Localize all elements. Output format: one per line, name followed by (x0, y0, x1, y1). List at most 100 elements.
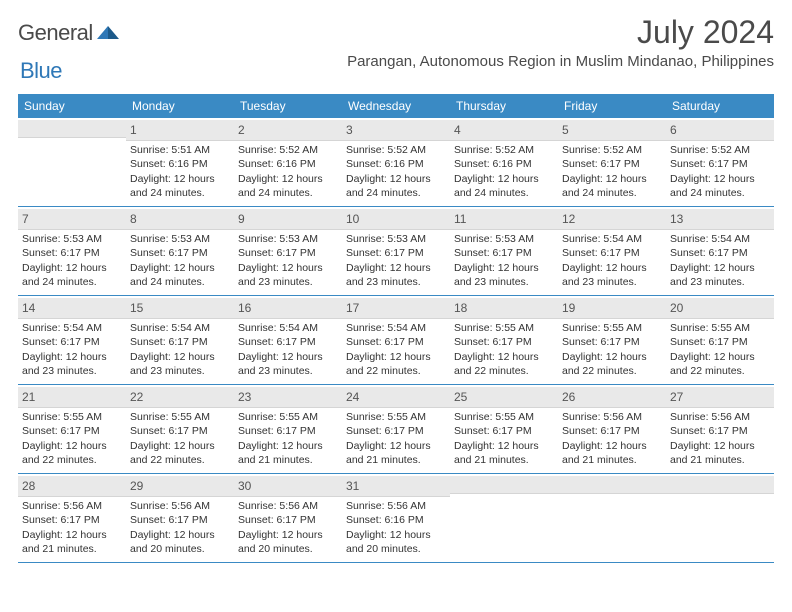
cell-info-line: Sunset: 6:17 PM (130, 246, 230, 260)
calendar: SundayMondayTuesdayWednesdayThursdayFrid… (18, 94, 774, 563)
cell-info-line: Daylight: 12 hours and 22 minutes. (670, 350, 770, 378)
cell-info-line: Sunrise: 5:54 AM (238, 321, 338, 335)
calendar-cell: 5Sunrise: 5:52 AMSunset: 6:17 PMDaylight… (558, 118, 666, 206)
logo-triangle-icon (97, 23, 119, 44)
day-number: 12 (558, 209, 666, 230)
cell-info-line: Sunrise: 5:52 AM (670, 143, 770, 157)
cell-info-line: Sunset: 6:17 PM (454, 246, 554, 260)
day-number: 11 (450, 209, 558, 230)
cell-info-line: Sunrise: 5:56 AM (22, 499, 122, 513)
cell-info-line: Sunrise: 5:56 AM (562, 410, 662, 424)
calendar-cell: 24Sunrise: 5:55 AMSunset: 6:17 PMDayligh… (342, 385, 450, 473)
day-number: 7 (18, 209, 126, 230)
cell-info-line: Sunset: 6:17 PM (562, 424, 662, 438)
cell-info-line: Daylight: 12 hours and 24 minutes. (346, 172, 446, 200)
cell-info-line: Sunset: 6:17 PM (238, 513, 338, 527)
cell-info-line: Sunset: 6:17 PM (22, 424, 122, 438)
day-number: 18 (450, 298, 558, 319)
day-number: 16 (234, 298, 342, 319)
cell-info-line: Sunset: 6:16 PM (454, 157, 554, 171)
calendar-cell (666, 474, 774, 562)
cell-info-line: Sunset: 6:17 PM (670, 157, 770, 171)
cell-info-line: Sunrise: 5:52 AM (346, 143, 446, 157)
cell-info-line: Daylight: 12 hours and 23 minutes. (562, 261, 662, 289)
day-header: Thursday (450, 94, 558, 118)
calendar-cell: 12 Sunrise: 5:54 AMSunset: 6:17 PMDayligh… (558, 207, 666, 295)
calendar-cell: 1Sunrise: 5:51 AMSunset: 6:16 PMDaylight… (126, 118, 234, 206)
cell-info-line: Sunset: 6:16 PM (346, 513, 446, 527)
cell-info-line: Sunrise: 5:55 AM (670, 321, 770, 335)
day-number: 27 (666, 387, 774, 408)
calendar-cell: 27Sunrise: 5:56 AMSunset: 6:17 PMDayligh… (666, 385, 774, 473)
cell-info-line: Sunrise: 5:53 AM (22, 232, 122, 246)
day-number: 23 (234, 387, 342, 408)
calendar-cell: 6Sunrise: 5:52 AMSunset: 6:17 PMDaylight… (666, 118, 774, 206)
logo-text-1: General (18, 20, 93, 46)
day-number: 2 (234, 120, 342, 141)
cell-info-line: Sunset: 6:16 PM (238, 157, 338, 171)
cell-info-line: Sunset: 6:17 PM (130, 513, 230, 527)
cell-info-line: Sunset: 6:17 PM (562, 246, 662, 260)
calendar-cell: 3Sunrise: 5:52 AMSunset: 6:16 PMDaylight… (342, 118, 450, 206)
calendar-cell: 14Sunrise: 5:54 AMSunset: 6:17 PMDayligh… (18, 296, 126, 384)
day-header: Friday (558, 94, 666, 118)
calendar-cell (558, 474, 666, 562)
weeks-container: 1Sunrise: 5:51 AMSunset: 6:16 PMDaylight… (18, 118, 774, 563)
cell-info-line: Sunset: 6:17 PM (238, 246, 338, 260)
cell-info-line: Daylight: 12 hours and 24 minutes. (130, 172, 230, 200)
cell-info-line: Daylight: 12 hours and 22 minutes. (454, 350, 554, 378)
cell-info-line: Sunset: 6:17 PM (130, 424, 230, 438)
cell-info-line: Sunset: 6:17 PM (238, 335, 338, 349)
logo-text-2: Blue (20, 58, 62, 84)
cell-info-line: Sunrise: 5:56 AM (346, 499, 446, 513)
cell-info-line: Sunrise: 5:55 AM (454, 321, 554, 335)
calendar-cell: 30Sunrise: 5:56 AMSunset: 6:17 PMDayligh… (234, 474, 342, 562)
week-row: 21Sunrise: 5:55 AMSunset: 6:17 PMDayligh… (18, 385, 774, 474)
calendar-cell: 4Sunrise: 5:52 AMSunset: 6:16 PMDaylight… (450, 118, 558, 206)
day-number: 4 (450, 120, 558, 141)
cell-info-line: Sunrise: 5:53 AM (238, 232, 338, 246)
cell-info-line: Sunrise: 5:53 AM (130, 232, 230, 246)
calendar-cell: 22Sunrise: 5:55 AMSunset: 6:17 PMDayligh… (126, 385, 234, 473)
day-header: Wednesday (342, 94, 450, 118)
cell-info-line: Sunset: 6:17 PM (130, 335, 230, 349)
calendar-cell (18, 118, 126, 206)
cell-info-line: Daylight: 12 hours and 24 minutes. (130, 261, 230, 289)
cell-info-line: Daylight: 12 hours and 23 minutes. (238, 350, 338, 378)
day-number: 25 (450, 387, 558, 408)
cell-info-line: Sunrise: 5:55 AM (22, 410, 122, 424)
cell-info-line: Sunset: 6:17 PM (670, 424, 770, 438)
calendar-cell (450, 474, 558, 562)
cell-info-line: Sunrise: 5:56 AM (670, 410, 770, 424)
cell-info-line: Sunrise: 5:56 AM (130, 499, 230, 513)
day-header: Tuesday (234, 94, 342, 118)
cell-info-line: Sunrise: 5:54 AM (346, 321, 446, 335)
cell-info-line: Sunset: 6:17 PM (454, 424, 554, 438)
day-number: 24 (342, 387, 450, 408)
cell-info-line: Sunset: 6:17 PM (346, 424, 446, 438)
cell-info-line: Daylight: 12 hours and 22 minutes. (22, 439, 122, 467)
day-number-empty (558, 476, 666, 494)
calendar-cell: 17Sunrise: 5:54 AMSunset: 6:17 PMDayligh… (342, 296, 450, 384)
calendar-cell: 16 Sunrise: 5:54 AMSunset: 6:17 PMDayligh… (234, 296, 342, 384)
calendar-cell: 21Sunrise: 5:55 AMSunset: 6:17 PMDayligh… (18, 385, 126, 473)
day-headers-row: SundayMondayTuesdayWednesdayThursdayFrid… (18, 94, 774, 118)
cell-info-line: Sunrise: 5:54 AM (562, 232, 662, 246)
cell-info-line: Daylight: 12 hours and 23 minutes. (454, 261, 554, 289)
day-number: 31 (342, 476, 450, 497)
cell-info-line: Sunrise: 5:54 AM (130, 321, 230, 335)
day-number: 19 (558, 298, 666, 319)
day-header: Sunday (18, 94, 126, 118)
cell-info-line: Sunset: 6:17 PM (454, 335, 554, 349)
cell-info-line: Daylight: 12 hours and 23 minutes. (670, 261, 770, 289)
calendar-cell: 20Sunrise: 5:55 AMSunset: 6:17 PMDayligh… (666, 296, 774, 384)
day-number: 30 (234, 476, 342, 497)
cell-info-line: Sunset: 6:17 PM (670, 246, 770, 260)
cell-info-line: Daylight: 12 hours and 21 minutes. (238, 439, 338, 467)
cell-info-line: Sunset: 6:17 PM (562, 157, 662, 171)
cell-info-line: Sunset: 6:17 PM (22, 246, 122, 260)
week-row: 7Sunrise: 5:53 AMSunset: 6:17 PMDaylight… (18, 207, 774, 296)
day-number: 20 (666, 298, 774, 319)
cell-info-line: Daylight: 12 hours and 23 minutes. (22, 350, 122, 378)
cell-info-line: Sunset: 6:16 PM (346, 157, 446, 171)
